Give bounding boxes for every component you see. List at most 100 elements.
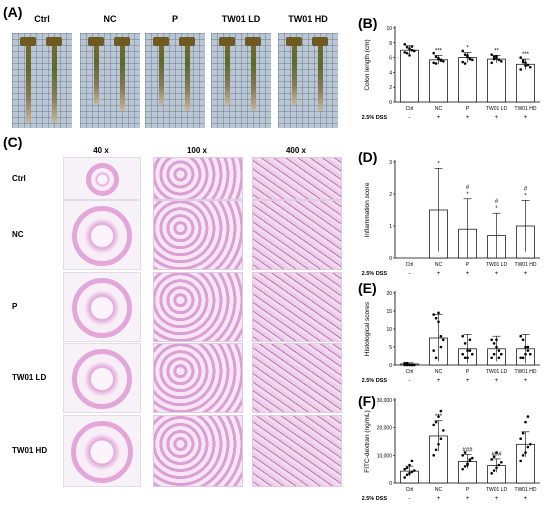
- data-point: [432, 349, 436, 352]
- dss-sign: +: [437, 378, 441, 384]
- colon-cross-section: [72, 206, 132, 266]
- data-point: [461, 334, 465, 338]
- data-point: [461, 454, 465, 457]
- data-point: [526, 349, 530, 352]
- data-point: [466, 463, 469, 467]
- data-point: [529, 65, 532, 69]
- data-point: [434, 316, 438, 320]
- data-point: [524, 451, 527, 454]
- data-point: [519, 56, 522, 59]
- data-point: [471, 58, 474, 62]
- panel-label: (F): [358, 393, 376, 409]
- cecum-tissue: [179, 37, 195, 46]
- dss-label: 2.5% DSS: [362, 115, 388, 121]
- data-point: [405, 473, 409, 477]
- significance-mark: *: [524, 193, 527, 199]
- histology-40x-image: [63, 272, 141, 342]
- data-point: [413, 49, 416, 53]
- dss-sign: +: [524, 378, 528, 384]
- colon-photo: [211, 33, 271, 128]
- y-tick-label: 0: [389, 256, 392, 262]
- panel-a-group-label: TW01 HD: [288, 14, 328, 24]
- data-point: [403, 476, 407, 479]
- data-point: [463, 465, 467, 468]
- x-tick-label: NC: [435, 106, 443, 112]
- magnification-header: 400 x: [285, 146, 307, 155]
- data-point: [492, 352, 496, 356]
- x-tick-label: TW01 HD: [515, 262, 537, 268]
- y-axis-label: Colon length (cm): [364, 39, 371, 90]
- colon-tissue: [251, 39, 256, 111]
- data-point: [410, 470, 414, 474]
- bar: [516, 63, 535, 103]
- dss-sign: +: [466, 115, 470, 121]
- data-point: [405, 51, 409, 55]
- histology-400x-image: [252, 272, 342, 342]
- data-point: [461, 60, 465, 64]
- data-point: [492, 455, 496, 459]
- data-point: [463, 53, 467, 56]
- histology-400x-image: [252, 415, 342, 487]
- data-point: [408, 363, 411, 367]
- data-point: [437, 57, 440, 60]
- colon-photo: [12, 33, 72, 128]
- data-point: [524, 61, 527, 65]
- data-point: [405, 466, 409, 470]
- data-point: [410, 363, 414, 367]
- data-point: [524, 420, 527, 424]
- x-tick-label: NC: [435, 262, 443, 268]
- data-point: [466, 349, 469, 352]
- significance-mark: ***: [435, 48, 443, 54]
- data-point: [413, 363, 416, 367]
- bar: [400, 49, 419, 103]
- x-tick-label: Ctrl: [406, 369, 414, 375]
- data-point: [463, 356, 467, 360]
- bar: [429, 59, 448, 103]
- panel-c-label: (C): [3, 134, 23, 150]
- panel-a-group-label: P: [171, 14, 178, 24]
- data-point: [403, 363, 407, 367]
- data-point: [432, 454, 436, 457]
- data-point: [437, 442, 440, 446]
- data-point: [461, 352, 465, 356]
- data-point: [519, 334, 522, 338]
- data-point: [439, 334, 443, 338]
- y-tick-label: 10,000: [377, 453, 393, 459]
- x-tick-label: P: [466, 369, 470, 375]
- data-point: [405, 363, 409, 367]
- colon-cross-section: [72, 278, 132, 338]
- data-point: [471, 352, 474, 356]
- data-point: [492, 469, 496, 472]
- data-point: [521, 356, 525, 360]
- histology-40x-image: [63, 157, 141, 200]
- colon-tissue: [52, 39, 57, 123]
- y-tick-label: 0: [389, 100, 392, 106]
- data-point: [410, 48, 414, 52]
- significance-mark: ###: [491, 452, 502, 458]
- x-tick-label: TW01 HD: [515, 106, 537, 112]
- x-tick-label: TW01 HD: [515, 369, 537, 375]
- data-point: [526, 345, 530, 349]
- data-point: [408, 463, 411, 467]
- panel-label: (E): [358, 280, 377, 296]
- histology-row-label: TW01 LD: [12, 373, 47, 382]
- data-point: [403, 361, 407, 365]
- data-point: [500, 352, 503, 356]
- histology-40x-image: [63, 200, 141, 270]
- histology-100x-image: [153, 343, 243, 413]
- data-point: [521, 454, 525, 457]
- significance-mark: *: [495, 206, 498, 212]
- significance-mark: ###: [462, 448, 473, 454]
- data-point: [439, 345, 443, 349]
- data-point: [495, 338, 498, 342]
- panel-label: (D): [358, 149, 377, 165]
- x-tick-label: TW01 LD: [486, 262, 508, 268]
- data-point: [500, 60, 503, 63]
- data-point: [497, 58, 501, 62]
- significance-mark: ***: [522, 52, 530, 58]
- colon-photo: [278, 33, 338, 128]
- significance-mark: *: [466, 192, 469, 198]
- data-point: [497, 356, 501, 360]
- colon-tissue: [225, 39, 230, 105]
